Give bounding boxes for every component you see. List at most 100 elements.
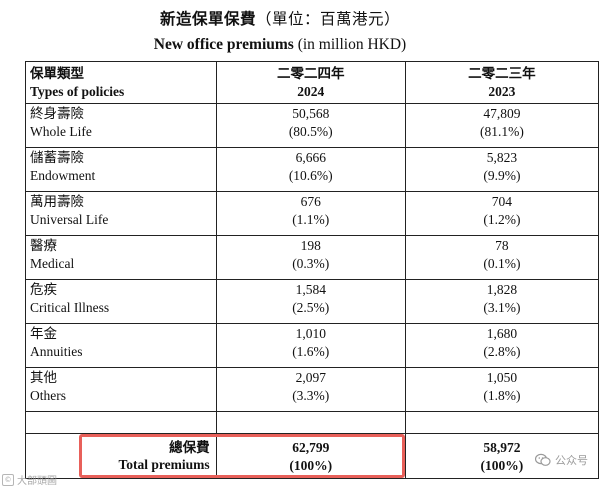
policy-type-zh: 危疾	[30, 282, 57, 297]
percent-2024: (2.5%)	[292, 299, 330, 315]
total-value-2023: 58,972	[483, 440, 521, 455]
policy-type-en: Others	[30, 387, 66, 403]
value-2023-cell: 78 (0.1%)	[404, 235, 599, 280]
value-2024: 6,666	[295, 150, 326, 165]
value-2024: 50,568	[292, 106, 330, 121]
policy-type-en: Endowment	[30, 167, 96, 183]
value-2023-cell: 1,050 (1.8%)	[404, 367, 599, 412]
policy-type-zh: 終身壽險	[30, 106, 84, 121]
value-2024: 1,010	[295, 326, 326, 341]
policy-type-en: Universal Life	[30, 211, 109, 227]
total-2024-cell: 62,799 (100%)	[215, 433, 406, 479]
percent-2023: (81.1%)	[479, 123, 524, 139]
header-year1: 2024	[297, 83, 325, 99]
table-row: 終身壽險 Whole Life 50,568 (80.5%) 47,809 (8…	[25, 103, 599, 148]
percent-2023: (2.8%)	[483, 343, 521, 359]
title-english: New office premiums (in million HKD)	[0, 36, 560, 54]
value-2023: 1,680	[486, 326, 518, 341]
header-type-zh: 保單類型	[30, 66, 84, 81]
watermark-logo-icon: ©	[2, 473, 14, 486]
percent-2023: (3.1%)	[483, 299, 521, 315]
total-row: 總保費 Total premiums 62,799 (100%) 58,972 …	[25, 433, 599, 479]
value-2024: 1,584	[295, 282, 326, 297]
policy-type-cell: 其他 Others	[25, 367, 217, 412]
wechat-icon	[535, 453, 551, 467]
policy-type-en: Whole Life	[30, 123, 92, 139]
value-2023: 5,823	[486, 150, 518, 165]
value-2024: 2,097	[295, 370, 326, 385]
value-2024-cell: 2,097 (3.3%)	[215, 367, 406, 412]
header-year2: 2023	[488, 83, 516, 99]
policy-type-zh: 年金	[30, 326, 57, 341]
percent-2024: (1.6%)	[292, 343, 330, 359]
header-year-2023-cell: 二零二三年 2023	[404, 61, 599, 104]
total-highlight-box	[79, 434, 405, 478]
value-2024-cell: 1,010 (1.6%)	[215, 323, 406, 368]
percent-2023: (0.1%)	[483, 255, 521, 271]
table-row: 萬用壽險 Universal Life 676 (1.1%) 704 (1.2%…	[25, 191, 599, 236]
value-2024-cell: 198 (0.3%)	[215, 235, 406, 280]
total-percent-2024: (100%)	[289, 457, 333, 473]
value-2024-cell: 1,584 (2.5%)	[215, 279, 406, 324]
table-row: 年金 Annuities 1,010 (1.6%) 1,680 (2.8%)	[25, 323, 599, 368]
percent-2023: (1.2%)	[483, 211, 521, 227]
spacer-row	[25, 411, 599, 434]
table-row: 醫療 Medical 198 (0.3%) 78 (0.1%)	[25, 235, 599, 280]
header-type-cell: 保單類型 Types of policies	[25, 61, 217, 104]
policy-type-zh: 萬用壽險	[30, 194, 84, 209]
percent-2024: (10.6%)	[288, 167, 333, 183]
policy-type-cell: 危疾 Critical Illness	[25, 279, 217, 324]
value-2024: 198	[300, 238, 321, 253]
policy-type-cell: 醫療 Medical	[25, 235, 217, 280]
title-en-unit: (in million HKD)	[297, 36, 407, 53]
policy-type-zh: 醫療	[30, 238, 57, 253]
value-2023: 1,828	[486, 282, 518, 297]
total-label-en: Total premiums	[118, 457, 210, 472]
title-en-main: New office premiums	[153, 36, 294, 53]
right-watermark: 公众号	[535, 452, 588, 468]
percent-2024: (80.5%)	[288, 123, 333, 139]
header-year-2024-cell: 二零二四年 2024	[215, 61, 406, 104]
policy-type-en: Critical Illness	[30, 299, 110, 315]
spacer-cell	[215, 411, 406, 434]
total-2023-cell: 58,972 (100%)	[404, 433, 599, 479]
value-2024: 676	[300, 194, 321, 209]
table-header-row: 保單類型 Types of policies 二零二四年 2024 二零二三年 …	[25, 61, 599, 104]
header-type-en: Types of policies	[30, 83, 125, 99]
value-2023: 47,809	[483, 106, 521, 121]
left-watermark: © 大部頭圖	[2, 472, 57, 487]
policy-type-cell: 萬用壽險 Universal Life	[25, 191, 217, 236]
percent-2024: (0.3%)	[292, 255, 330, 271]
percent-2024: (3.3%)	[292, 387, 330, 403]
policy-type-zh: 其他	[30, 370, 57, 385]
value-2024-cell: 6,666 (10.6%)	[215, 147, 406, 192]
spacer-cell	[404, 411, 599, 434]
percent-2023: (9.9%)	[483, 167, 521, 183]
percent-2024: (1.1%)	[292, 211, 330, 227]
total-value-2024: 62,799	[292, 440, 330, 455]
premiums-table: 保單類型 Types of policies 二零二四年 2024 二零二三年 …	[25, 61, 599, 479]
title-chinese: 新造保單保費（單位：百萬港元）	[0, 7, 560, 29]
policy-type-cell: 儲蓄壽險 Endowment	[25, 147, 217, 192]
percent-2023: (1.8%)	[483, 387, 521, 403]
value-2023: 704	[491, 194, 513, 209]
header-year1-zh: 二零二四年	[277, 66, 345, 81]
value-2023-cell: 704 (1.2%)	[404, 191, 599, 236]
total-percent-2023: (100%)	[480, 457, 524, 473]
table-row: 儲蓄壽險 Endowment 6,666 (10.6%) 5,823 (9.9%…	[25, 147, 599, 192]
policy-type-zh: 儲蓄壽險	[30, 150, 84, 165]
title-zh-main: 新造保單保費	[159, 11, 256, 28]
policy-type-en: Annuities	[30, 343, 83, 359]
header-year2-zh: 二零二三年	[468, 66, 536, 81]
table-row: 其他 Others 2,097 (3.3%) 1,050 (1.8%)	[25, 367, 599, 412]
total-label-zh: 總保費	[169, 439, 210, 455]
value-2023-cell: 1,680 (2.8%)	[404, 323, 599, 368]
total-label-cell: 總保費 Total premiums	[25, 433, 217, 479]
policy-type-cell: 年金 Annuities	[25, 323, 217, 368]
value-2023-cell: 47,809 (81.1%)	[404, 103, 599, 148]
spacer-cell	[25, 411, 217, 434]
value-2023-cell: 5,823 (9.9%)	[404, 147, 599, 192]
value-2023: 1,050	[486, 370, 518, 385]
value-2023-cell: 1,828 (3.1%)	[404, 279, 599, 324]
title-zh-unit: （單位：百萬港元）	[256, 11, 401, 28]
